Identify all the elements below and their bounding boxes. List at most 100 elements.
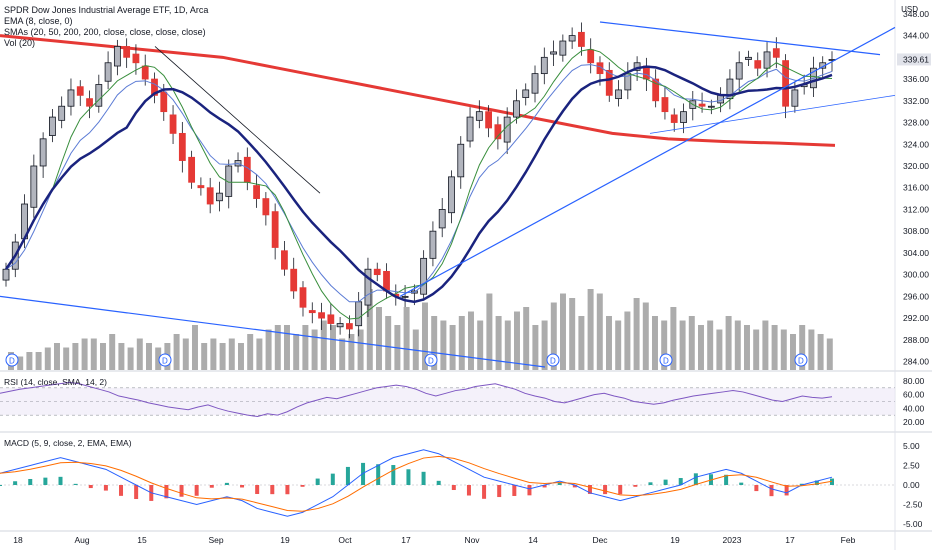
volume-bar — [182, 338, 189, 370]
ema-label[interactable]: EMA (8, close, 0) — [4, 16, 73, 26]
macd-histogram-bar — [119, 485, 124, 496]
macd-histogram-bar — [557, 482, 562, 485]
volume-bar — [799, 325, 806, 370]
volume-bar — [615, 320, 622, 370]
macd-histogram-bar — [58, 476, 63, 485]
sma-label[interactable]: SMAs (20, 50, 200, 200, close, close, cl… — [4, 27, 206, 37]
dividend-marker-label: D — [550, 357, 556, 366]
candle-body — [438, 209, 446, 229]
candle-body — [726, 78, 734, 100]
volume-bar — [744, 325, 750, 370]
candle-body — [49, 116, 56, 136]
candle-body — [364, 268, 372, 306]
candle-body — [2, 268, 10, 281]
macd-histogram-bar — [648, 482, 653, 485]
x-tick-label: 17 — [401, 535, 411, 545]
candle-body — [698, 103, 706, 107]
macd-label[interactable]: MACD (5, 9, close, 2, EMA, EMA) — [4, 438, 132, 448]
volume-bar — [826, 338, 833, 370]
volume-bar — [339, 338, 346, 370]
volume-bar — [514, 311, 520, 370]
volume-bar — [146, 343, 152, 370]
candle-body — [661, 97, 669, 113]
macd-histogram-bar — [88, 485, 93, 489]
dividend-marker — [659, 353, 673, 367]
macd-histogram-bar — [73, 483, 78, 485]
volume-bar — [688, 316, 695, 370]
macd-histogram-bar — [603, 485, 608, 495]
candle-body — [531, 73, 539, 94]
symbol-title[interactable]: SPDR Dow Jones Industrial Average ETF, 1… — [4, 5, 209, 15]
x-tick-label: 17 — [785, 535, 795, 545]
macd-histogram-bar — [13, 481, 18, 485]
candle-body — [522, 89, 530, 98]
macd-histogram-bar — [209, 485, 214, 488]
volume-bar — [357, 329, 364, 370]
currency-label: USD — [901, 5, 918, 14]
candle-body — [141, 65, 149, 80]
candle-body — [448, 176, 455, 214]
dividend-marker-label: D — [663, 357, 669, 366]
candle-body — [290, 268, 298, 292]
candle-body — [151, 78, 158, 96]
candle-body — [197, 185, 205, 189]
dividend-marker-label: D — [798, 357, 804, 366]
volume-bar — [173, 334, 180, 370]
candle-body — [670, 114, 678, 123]
volume-bar — [661, 320, 668, 370]
trendline — [399, 26, 896, 297]
volume-bar — [817, 334, 824, 370]
macd-histogram-bar — [572, 485, 577, 488]
candle-body — [652, 78, 660, 102]
candle-body — [485, 111, 493, 129]
macd-histogram-bar — [194, 485, 199, 496]
price-tick-label: 284.00 — [903, 357, 929, 367]
macd-histogram-bar — [330, 473, 335, 485]
x-tick-label: 2023 — [723, 535, 742, 545]
candle-body — [225, 165, 233, 197]
volume-bar — [63, 347, 70, 370]
rsi-tick-label: 20.00 — [903, 417, 925, 427]
dividend-marker-label: D — [162, 357, 168, 366]
dividend-marker — [424, 353, 438, 367]
sma50-line — [4, 65, 833, 304]
candle-body — [336, 323, 344, 328]
volume-bar — [431, 316, 438, 370]
volume-bar — [136, 338, 143, 370]
volume-label[interactable]: Vol (20) — [4, 38, 36, 48]
volume-bar — [477, 320, 484, 370]
candle-body — [299, 287, 307, 308]
candle-body — [86, 98, 93, 107]
dividend-marker — [158, 353, 172, 367]
macd-histogram-bar — [103, 485, 108, 491]
volume-bar — [192, 325, 198, 370]
volume-bar — [541, 320, 548, 370]
volume-bar — [458, 316, 465, 370]
volume-bar — [403, 307, 410, 370]
candle-body — [67, 89, 75, 107]
candle-body — [503, 116, 511, 143]
candle-body — [39, 138, 47, 167]
macd-histogram-bar — [0, 485, 2, 486]
volume-bar — [302, 325, 309, 370]
x-tick-label: 18 — [13, 535, 23, 545]
dividend-marker-label: D — [428, 357, 434, 366]
rsi-label[interactable]: RSI (14, close, SMA, 14, 2) — [4, 377, 107, 387]
volume-bar — [311, 329, 318, 370]
macd-histogram-bar — [315, 478, 320, 485]
rsi-line — [0, 381, 833, 418]
macd-histogram-bar — [678, 478, 683, 485]
volume-bar — [652, 316, 658, 370]
macd-histogram-bar — [769, 485, 774, 497]
volume-bar — [523, 307, 530, 370]
macd-histogram-bar — [618, 485, 623, 495]
volume-bar — [504, 320, 511, 370]
volume-bar — [734, 320, 741, 370]
volume-bar — [716, 329, 723, 370]
candle-body — [745, 56, 752, 60]
volume-bar — [238, 343, 244, 370]
candle-body — [169, 114, 177, 134]
volume-bar — [587, 289, 594, 370]
volume-bar — [274, 325, 281, 370]
